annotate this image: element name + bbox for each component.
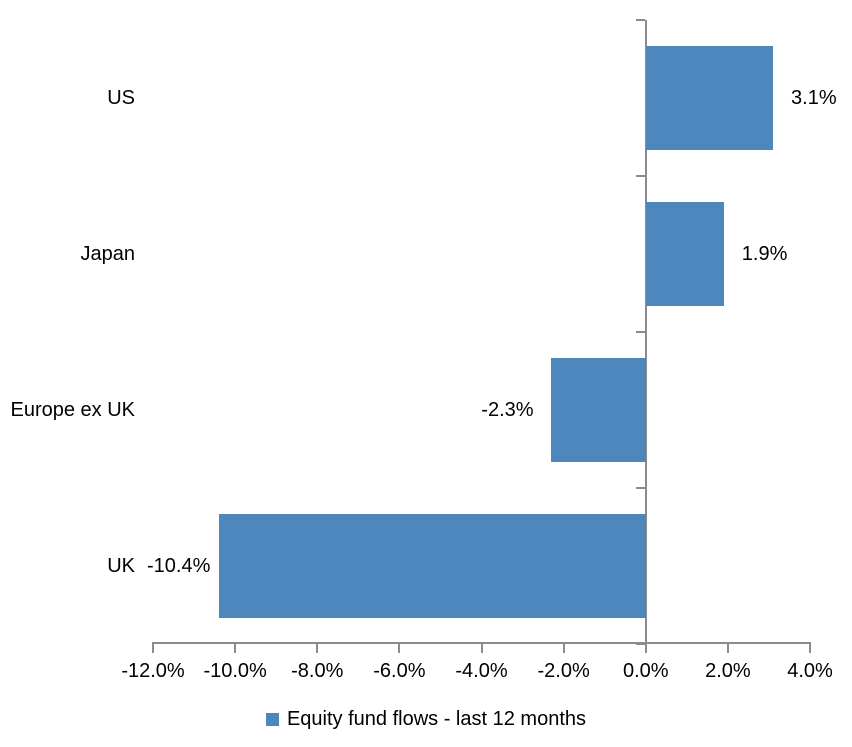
legend-swatch — [265, 712, 279, 726]
x-axis-tick — [398, 643, 401, 653]
x-axis-tick — [316, 643, 319, 653]
plot-area: -12.0% -10.0% -8.0% -6.0% -4.0% -2.0% 0.0% 2.0%… — [121, 19, 837, 682]
x-axis-tick — [152, 643, 154, 653]
x-axis-tick — [644, 643, 647, 653]
category-axis-tick — [635, 19, 645, 21]
category-label: Europe ex UK — [10, 399, 135, 421]
bar-uk — [218, 514, 646, 618]
bar-japan — [645, 202, 724, 306]
x-axis-tick — [562, 643, 565, 653]
category-axis-tick — [635, 487, 645, 489]
x-axis-tick-label: -12.0% — [121, 660, 185, 682]
x-axis-tick — [480, 643, 483, 653]
x-axis-tick-label: -6.0% — [373, 660, 426, 682]
x-axis-tick-label: 0.0% — [622, 660, 669, 682]
category-label: Japan — [80, 243, 136, 265]
x-axis-tick-label: -2.0% — [537, 660, 590, 682]
x-axis-tick-label: -10.0% — [203, 660, 267, 682]
x-axis-tick-label: -4.0% — [455, 660, 508, 682]
category-label: US — [107, 87, 135, 109]
category-label: UK — [107, 555, 135, 577]
bar-us — [645, 46, 774, 150]
data-label: -2.3% — [481, 399, 534, 421]
category-axis-tick — [635, 175, 645, 177]
category-axis-tick — [635, 331, 645, 333]
bar-europe-ex-uk — [551, 358, 646, 462]
data-label: 3.1% — [791, 87, 837, 109]
x-axis-tick-label: 2.0% — [705, 660, 751, 682]
zero-baseline — [644, 20, 647, 644]
legend: Equity fund flows - last 12 months — [0, 707, 852, 731]
x-axis-tick-label: 4.0% — [787, 660, 833, 682]
x-axis-tick-label: -8.0% — [291, 660, 344, 682]
x-axis-tick — [809, 643, 811, 653]
data-label: -10.4% — [147, 555, 211, 577]
data-label: 1.9% — [741, 243, 788, 265]
x-axis-tick — [234, 643, 237, 653]
category-axis-tick — [635, 643, 645, 645]
legend-label: Equity fund flows - last 12 months — [286, 708, 587, 730]
x-axis-tick — [726, 643, 729, 653]
